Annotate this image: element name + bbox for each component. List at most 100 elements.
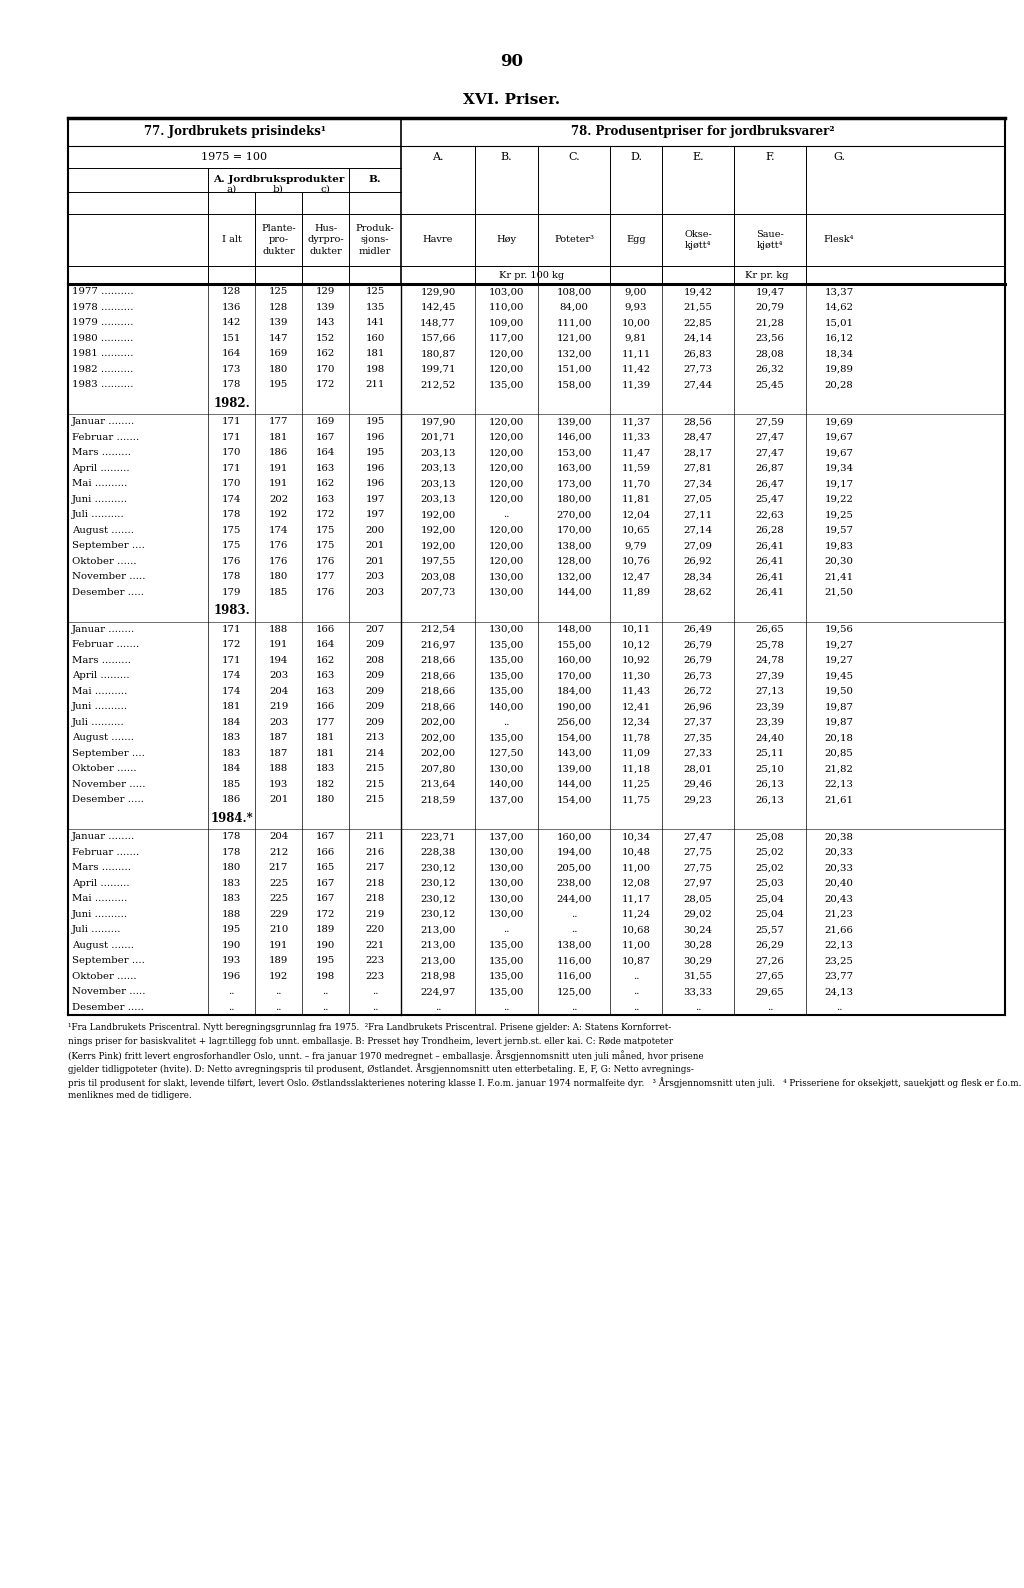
Text: 170: 170 (222, 480, 242, 488)
Text: 190: 190 (315, 940, 335, 950)
Text: 27,11: 27,11 (683, 510, 713, 519)
Text: 176: 176 (269, 542, 288, 551)
Text: 11,18: 11,18 (622, 764, 650, 773)
Text: 195: 195 (366, 448, 385, 457)
Text: 202,00: 202,00 (421, 750, 456, 757)
Text: F.: F. (765, 152, 775, 162)
Text: 29,46: 29,46 (684, 780, 713, 789)
Text: 125,00: 125,00 (556, 988, 592, 996)
Text: ..: .. (767, 1002, 773, 1012)
Text: 10,12: 10,12 (622, 640, 650, 649)
Text: 192,00: 192,00 (421, 510, 456, 519)
Text: 19,56: 19,56 (824, 624, 853, 634)
Text: pris til produsent for slakt, levende tilført, levert Oslo. Østlandsslakterienes: pris til produsent for slakt, levende ti… (68, 1077, 1024, 1088)
Text: ..: .. (633, 988, 639, 996)
Text: 19,34: 19,34 (824, 464, 854, 473)
Text: Juni ..........: Juni .......... (72, 910, 128, 919)
Text: 195: 195 (366, 418, 385, 426)
Text: 223: 223 (366, 972, 385, 981)
Text: Høy: Høy (497, 235, 516, 245)
Text: 30,24: 30,24 (683, 926, 713, 934)
Text: Desember .....: Desember ..... (72, 588, 144, 597)
Text: 163,00: 163,00 (556, 464, 592, 473)
Text: 151,00: 151,00 (556, 365, 592, 373)
Text: 12,04: 12,04 (622, 510, 650, 519)
Text: 183: 183 (315, 764, 335, 773)
Text: ..: .. (570, 926, 578, 934)
Text: 19,45: 19,45 (824, 672, 853, 680)
Text: 167: 167 (315, 434, 335, 441)
Text: 11,70: 11,70 (622, 480, 650, 488)
Text: April .........: April ......... (72, 878, 130, 888)
Text: Februar .......: Februar ....... (72, 848, 139, 858)
Text: 154,00: 154,00 (556, 796, 592, 804)
Text: 29,65: 29,65 (756, 988, 784, 996)
Text: 11,17: 11,17 (622, 894, 650, 904)
Text: 163: 163 (315, 464, 335, 473)
Text: 28,47: 28,47 (683, 434, 713, 441)
Text: ..: .. (323, 1002, 329, 1012)
Text: 120,00: 120,00 (488, 349, 524, 359)
Text: 203,08: 203,08 (421, 572, 456, 581)
Text: 28,34: 28,34 (683, 572, 713, 581)
Text: 216,97: 216,97 (420, 640, 456, 649)
Text: 27,47: 27,47 (756, 434, 784, 441)
Text: 177: 177 (315, 572, 335, 581)
Text: November .....: November ..... (72, 988, 145, 996)
Text: 12,08: 12,08 (622, 878, 650, 888)
Text: 19,50: 19,50 (824, 686, 853, 696)
Text: 19,83: 19,83 (824, 542, 853, 551)
Text: 120,00: 120,00 (488, 365, 524, 373)
Text: 178: 178 (222, 848, 242, 858)
Text: 9,79: 9,79 (625, 542, 647, 551)
Text: 176: 176 (269, 557, 288, 565)
Text: 191: 191 (269, 640, 288, 649)
Text: 26,87: 26,87 (756, 464, 784, 473)
Text: 144,00: 144,00 (556, 780, 592, 789)
Text: 11,75: 11,75 (622, 796, 650, 804)
Text: Oktober ......: Oktober ...... (72, 972, 136, 981)
Text: 120,00: 120,00 (488, 480, 524, 488)
Text: 213: 213 (366, 734, 385, 742)
Text: 207,73: 207,73 (420, 588, 456, 597)
Text: 195: 195 (269, 380, 288, 389)
Text: 120,00: 120,00 (488, 495, 524, 503)
Text: Mars .........: Mars ......... (72, 448, 131, 457)
Text: 209: 209 (366, 686, 385, 696)
Text: 19,67: 19,67 (824, 448, 853, 457)
Text: 190,00: 190,00 (556, 702, 592, 711)
Text: 13,37: 13,37 (824, 287, 854, 297)
Text: 20,43: 20,43 (824, 894, 853, 904)
Text: November .....: November ..... (72, 572, 145, 581)
Text: 19,47: 19,47 (756, 287, 784, 297)
Text: 20,33: 20,33 (824, 848, 853, 858)
Text: 20,30: 20,30 (824, 557, 853, 565)
Text: Kr pr. kg: Kr pr. kg (745, 270, 788, 279)
Text: 213,64: 213,64 (420, 780, 456, 789)
Text: 1977 ..........: 1977 .......... (72, 287, 133, 297)
Text: 135: 135 (366, 303, 385, 311)
Text: 170,00: 170,00 (556, 526, 592, 535)
Text: 202,00: 202,00 (421, 734, 456, 742)
Text: 19,87: 19,87 (824, 702, 853, 711)
Text: 130,00: 130,00 (488, 624, 524, 634)
Text: 216: 216 (366, 848, 385, 858)
Text: 230,12: 230,12 (420, 878, 456, 888)
Text: 203,13: 203,13 (420, 495, 456, 503)
Text: 12,47: 12,47 (622, 572, 650, 581)
Text: 158,00: 158,00 (556, 380, 592, 389)
Text: 22,13: 22,13 (824, 940, 853, 950)
Text: 194,00: 194,00 (556, 848, 592, 858)
Text: 23,25: 23,25 (824, 956, 853, 966)
Text: 11,39: 11,39 (622, 380, 650, 389)
Text: 9,81: 9,81 (625, 333, 647, 343)
Text: 130,00: 130,00 (488, 910, 524, 919)
Text: A.: A. (432, 152, 443, 162)
Text: 14,62: 14,62 (824, 303, 853, 311)
Text: Juni ..........: Juni .......... (72, 495, 128, 503)
Text: Juli .........: Juli ......... (72, 926, 122, 934)
Text: 1979 ..........: 1979 .......... (72, 318, 133, 327)
Text: 27,81: 27,81 (683, 464, 713, 473)
Text: 224,97: 224,97 (420, 988, 456, 996)
Text: 11,47: 11,47 (622, 448, 650, 457)
